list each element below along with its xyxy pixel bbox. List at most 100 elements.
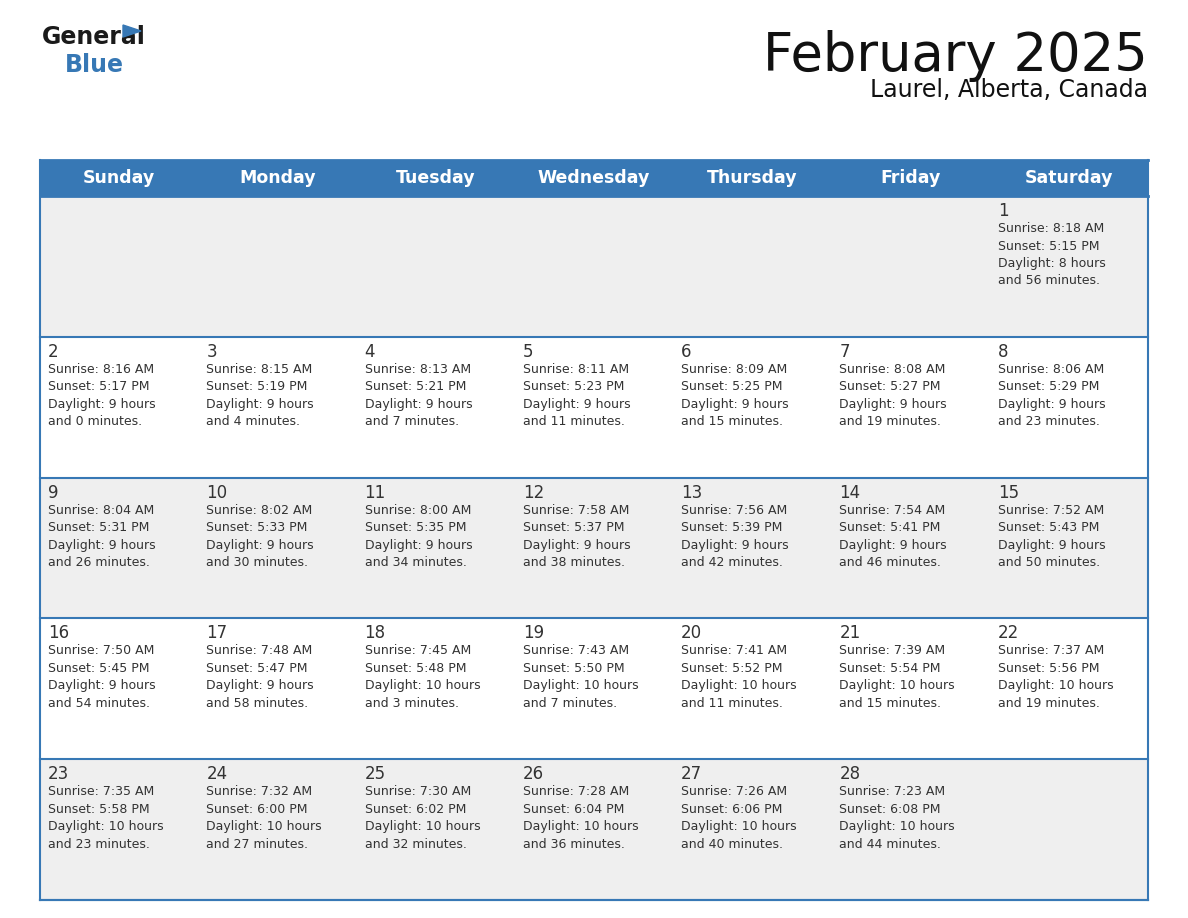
- Text: Daylight: 9 hours: Daylight: 9 hours: [523, 539, 631, 552]
- Bar: [40, 477, 1148, 619]
- Text: 1: 1: [998, 202, 1009, 220]
- Text: Daylight: 9 hours: Daylight: 9 hours: [48, 539, 156, 552]
- Text: Sunrise: 8:08 AM: Sunrise: 8:08 AM: [840, 363, 946, 375]
- Text: 15: 15: [998, 484, 1019, 501]
- Text: 4: 4: [365, 342, 375, 361]
- Text: 9: 9: [48, 484, 58, 501]
- Text: Daylight: 9 hours: Daylight: 9 hours: [523, 397, 631, 410]
- Text: Daylight: 10 hours: Daylight: 10 hours: [998, 679, 1113, 692]
- Text: Sunset: 5:17 PM: Sunset: 5:17 PM: [48, 380, 150, 393]
- Text: and 46 minutes.: and 46 minutes.: [840, 556, 941, 569]
- Text: 22: 22: [998, 624, 1019, 643]
- Text: Sunset: 5:19 PM: Sunset: 5:19 PM: [207, 380, 308, 393]
- Text: and 32 minutes.: and 32 minutes.: [365, 838, 467, 851]
- Text: and 0 minutes.: and 0 minutes.: [48, 415, 143, 429]
- Text: Sunset: 5:47 PM: Sunset: 5:47 PM: [207, 662, 308, 675]
- Text: Sunset: 5:33 PM: Sunset: 5:33 PM: [207, 521, 308, 534]
- Text: Sunrise: 7:30 AM: Sunrise: 7:30 AM: [365, 785, 470, 798]
- Text: 10: 10: [207, 484, 227, 501]
- Text: 16: 16: [48, 624, 69, 643]
- Text: and 26 minutes.: and 26 minutes.: [48, 556, 150, 569]
- Text: Daylight: 10 hours: Daylight: 10 hours: [681, 679, 797, 692]
- Text: Sunset: 5:41 PM: Sunset: 5:41 PM: [840, 521, 941, 534]
- Text: Daylight: 10 hours: Daylight: 10 hours: [523, 679, 638, 692]
- Text: and 23 minutes.: and 23 minutes.: [48, 838, 150, 851]
- Text: Monday: Monday: [239, 169, 316, 187]
- Text: 23: 23: [48, 766, 69, 783]
- Text: Sunset: 5:39 PM: Sunset: 5:39 PM: [681, 521, 783, 534]
- Text: 5: 5: [523, 342, 533, 361]
- Text: Sunrise: 7:37 AM: Sunrise: 7:37 AM: [998, 644, 1104, 657]
- Text: Sunset: 5:25 PM: Sunset: 5:25 PM: [681, 380, 783, 393]
- Text: Sunrise: 8:16 AM: Sunrise: 8:16 AM: [48, 363, 154, 375]
- Text: Sunrise: 8:09 AM: Sunrise: 8:09 AM: [681, 363, 788, 375]
- Text: and 4 minutes.: and 4 minutes.: [207, 415, 301, 429]
- Text: 7: 7: [840, 342, 849, 361]
- Text: and 23 minutes.: and 23 minutes.: [998, 415, 1100, 429]
- Text: Laurel, Alberta, Canada: Laurel, Alberta, Canada: [870, 78, 1148, 102]
- Text: Sunset: 6:04 PM: Sunset: 6:04 PM: [523, 802, 624, 816]
- Text: Daylight: 10 hours: Daylight: 10 hours: [48, 820, 164, 834]
- Bar: [40, 196, 1148, 337]
- Bar: [40, 160, 1148, 196]
- Bar: [40, 337, 1148, 477]
- Text: 24: 24: [207, 766, 227, 783]
- Text: and 15 minutes.: and 15 minutes.: [840, 697, 941, 710]
- Text: Daylight: 9 hours: Daylight: 9 hours: [681, 539, 789, 552]
- Text: Sunrise: 8:13 AM: Sunrise: 8:13 AM: [365, 363, 470, 375]
- Text: Blue: Blue: [65, 53, 124, 77]
- Text: General: General: [42, 25, 146, 49]
- Text: and 56 minutes.: and 56 minutes.: [998, 274, 1100, 287]
- Text: Sunset: 5:43 PM: Sunset: 5:43 PM: [998, 521, 1099, 534]
- Text: Daylight: 9 hours: Daylight: 9 hours: [681, 397, 789, 410]
- Text: Sunset: 5:31 PM: Sunset: 5:31 PM: [48, 521, 150, 534]
- Text: Sunset: 6:08 PM: Sunset: 6:08 PM: [840, 802, 941, 816]
- Polygon shape: [124, 25, 141, 37]
- Text: 26: 26: [523, 766, 544, 783]
- Text: Daylight: 9 hours: Daylight: 9 hours: [207, 679, 314, 692]
- Text: Sunrise: 8:04 AM: Sunrise: 8:04 AM: [48, 504, 154, 517]
- Text: and 54 minutes.: and 54 minutes.: [48, 697, 150, 710]
- Text: Daylight: 9 hours: Daylight: 9 hours: [48, 679, 156, 692]
- Text: and 11 minutes.: and 11 minutes.: [681, 697, 783, 710]
- Text: 14: 14: [840, 484, 860, 501]
- Text: Daylight: 9 hours: Daylight: 9 hours: [998, 539, 1105, 552]
- Text: Sunrise: 7:50 AM: Sunrise: 7:50 AM: [48, 644, 154, 657]
- Text: Wednesday: Wednesday: [538, 169, 650, 187]
- Text: Thursday: Thursday: [707, 169, 797, 187]
- Text: Sunrise: 7:43 AM: Sunrise: 7:43 AM: [523, 644, 628, 657]
- Text: Sunrise: 8:02 AM: Sunrise: 8:02 AM: [207, 504, 312, 517]
- Text: 13: 13: [681, 484, 702, 501]
- Text: Sunset: 5:54 PM: Sunset: 5:54 PM: [840, 662, 941, 675]
- Text: Sunrise: 8:11 AM: Sunrise: 8:11 AM: [523, 363, 628, 375]
- Text: Daylight: 10 hours: Daylight: 10 hours: [681, 820, 797, 834]
- Text: Sunrise: 8:06 AM: Sunrise: 8:06 AM: [998, 363, 1104, 375]
- Text: Sunrise: 7:41 AM: Sunrise: 7:41 AM: [681, 644, 788, 657]
- Text: February 2025: February 2025: [763, 30, 1148, 82]
- Text: Sunset: 5:56 PM: Sunset: 5:56 PM: [998, 662, 1099, 675]
- Text: and 7 minutes.: and 7 minutes.: [523, 697, 617, 710]
- Text: Sunset: 5:23 PM: Sunset: 5:23 PM: [523, 380, 624, 393]
- Text: Tuesday: Tuesday: [396, 169, 475, 187]
- Text: Sunset: 5:45 PM: Sunset: 5:45 PM: [48, 662, 150, 675]
- Text: Sunset: 5:50 PM: Sunset: 5:50 PM: [523, 662, 625, 675]
- Text: 8: 8: [998, 342, 1009, 361]
- Text: Sunrise: 7:54 AM: Sunrise: 7:54 AM: [840, 504, 946, 517]
- Text: Sunset: 5:35 PM: Sunset: 5:35 PM: [365, 521, 466, 534]
- Text: and 58 minutes.: and 58 minutes.: [207, 697, 309, 710]
- Text: Daylight: 9 hours: Daylight: 9 hours: [48, 397, 156, 410]
- Text: 12: 12: [523, 484, 544, 501]
- Text: and 44 minutes.: and 44 minutes.: [840, 838, 941, 851]
- Text: 18: 18: [365, 624, 386, 643]
- Text: Daylight: 9 hours: Daylight: 9 hours: [365, 397, 472, 410]
- Text: and 27 minutes.: and 27 minutes.: [207, 838, 308, 851]
- Text: Sunrise: 7:56 AM: Sunrise: 7:56 AM: [681, 504, 788, 517]
- Text: and 7 minutes.: and 7 minutes.: [365, 415, 459, 429]
- Text: and 50 minutes.: and 50 minutes.: [998, 556, 1100, 569]
- Text: Daylight: 9 hours: Daylight: 9 hours: [840, 397, 947, 410]
- Text: Sunset: 6:00 PM: Sunset: 6:00 PM: [207, 802, 308, 816]
- Text: Sunset: 5:27 PM: Sunset: 5:27 PM: [840, 380, 941, 393]
- Text: and 34 minutes.: and 34 minutes.: [365, 556, 467, 569]
- Text: Daylight: 8 hours: Daylight: 8 hours: [998, 257, 1106, 270]
- Text: and 15 minutes.: and 15 minutes.: [681, 415, 783, 429]
